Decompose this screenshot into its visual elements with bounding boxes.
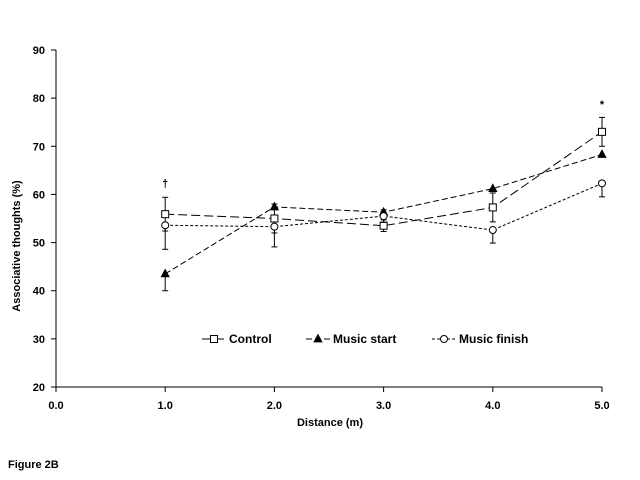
legend-item-music-start: Music start [306, 332, 396, 346]
series-music-finish [161, 179, 606, 250]
legend-label: Music start [333, 332, 396, 346]
data-point-control [270, 214, 279, 223]
x-axis-title: Distance (m) [297, 417, 363, 429]
x-tick-label: 3.0 [376, 400, 391, 412]
data-point-control [379, 221, 388, 230]
significance-marker: † [162, 178, 168, 190]
x-tick-label: 4.0 [485, 400, 500, 412]
y-tick-label: 20 [33, 382, 45, 394]
x-tick-label: 2.0 [267, 400, 282, 412]
y-tick-label: 70 [33, 141, 45, 153]
annotations: †* [162, 99, 605, 190]
data-point-music-start [597, 149, 607, 158]
figure-caption: Figure 2B [8, 459, 59, 471]
series-line-music-finish [165, 182, 603, 231]
data-point-music-finish [270, 222, 279, 231]
data-point-music-finish [161, 221, 170, 230]
data-point-music-finish [598, 179, 606, 188]
legend-item-music-finish: Music finish [432, 332, 528, 346]
y-tick-label: 30 [33, 334, 45, 346]
legend-marker [440, 335, 448, 343]
significance-marker: * [600, 99, 605, 111]
y-axis-title: Associative thoughts (%) [11, 180, 23, 312]
data-point-control [161, 210, 170, 219]
tick-labels: 20 30 40 50 60 70 80 90 0.0 1.0 2.0 3.0 4.0 5.0 [33, 45, 610, 412]
legend-item-control: Control [202, 332, 272, 346]
data-point-control [488, 203, 497, 212]
data-point-music-start [160, 268, 170, 278]
y-tick-label: 50 [33, 238, 45, 250]
x-tick-label: 0.0 [48, 400, 63, 412]
legend-marker [210, 335, 218, 343]
legend: Control Music start Music finish [202, 332, 528, 346]
x-tick-label: 5.0 [594, 400, 609, 412]
y-tick-label: 60 [33, 189, 45, 201]
data-point-control [598, 127, 606, 136]
series-layer [160, 116, 607, 292]
series-line-control [165, 131, 603, 227]
data-point-music-start [488, 183, 498, 193]
data-point-music-finish [488, 226, 497, 235]
y-tick-label: 40 [33, 286, 45, 298]
data-point-music-finish [379, 212, 388, 221]
legend-label: Music finish [459, 332, 528, 346]
y-tick-label: 80 [33, 93, 45, 105]
legend-label: Control [229, 332, 272, 346]
legend-marker [313, 333, 323, 343]
data-point-music-start [269, 201, 280, 211]
axes [51, 49, 603, 392]
x-tick-label: 1.0 [158, 400, 173, 412]
y-tick-label: 90 [33, 45, 45, 57]
